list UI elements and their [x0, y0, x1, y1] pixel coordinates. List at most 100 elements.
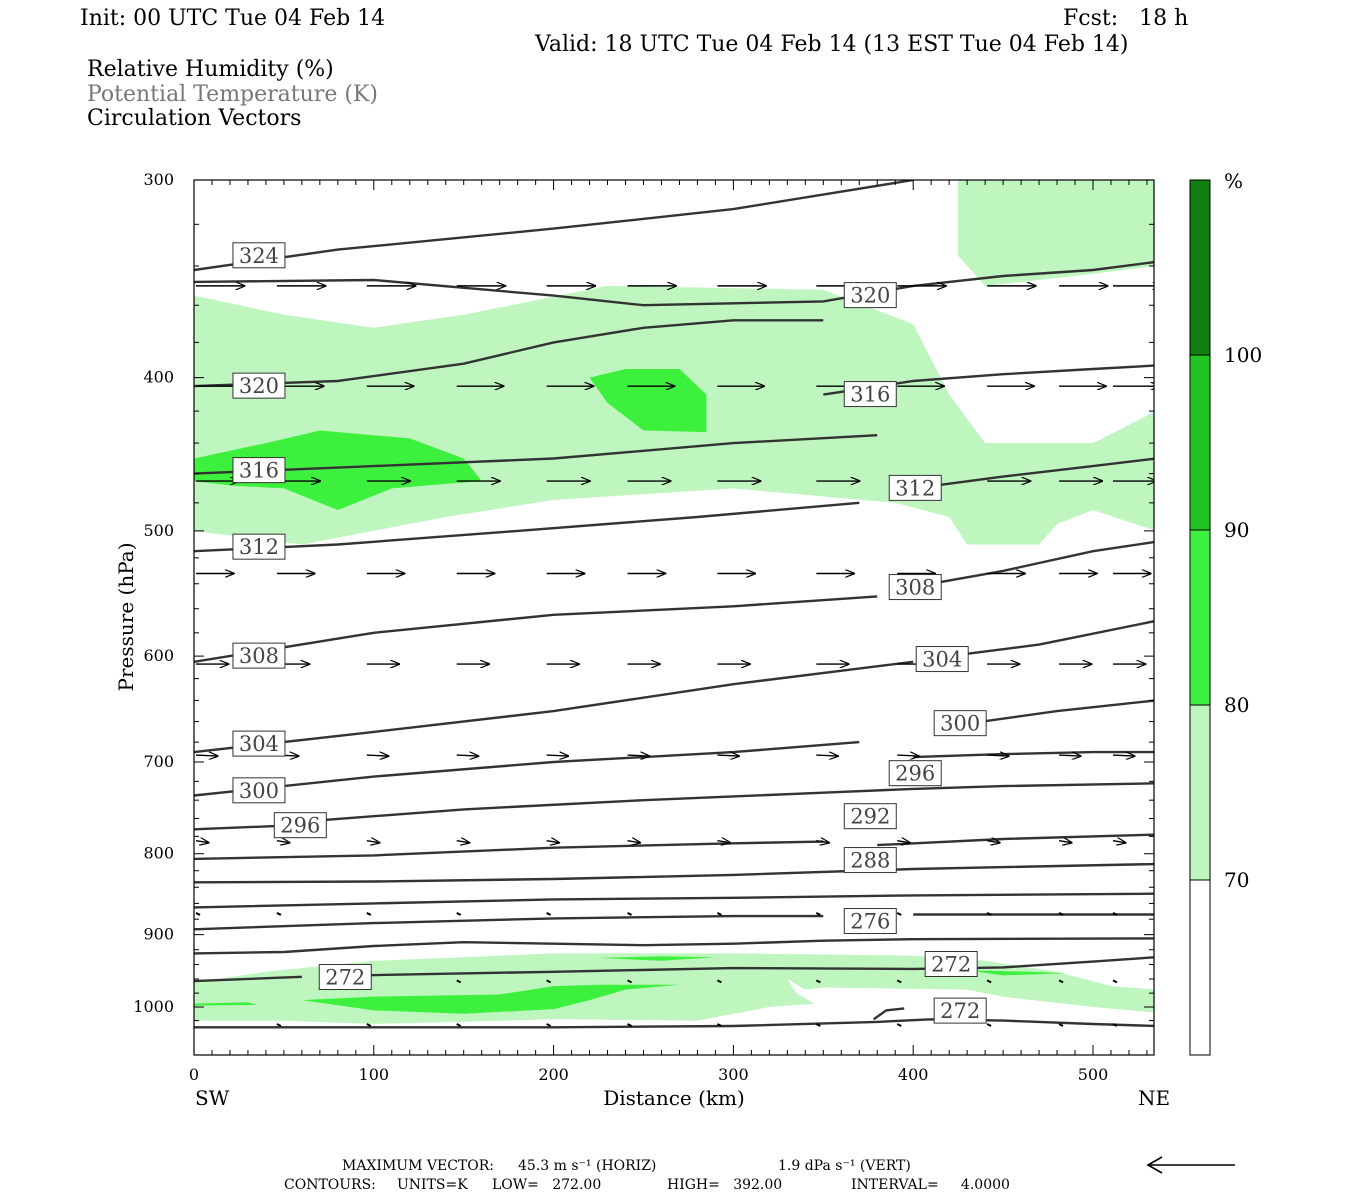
x-tick-label: 500 — [1078, 1065, 1109, 1084]
circulation-vector — [456, 912, 462, 916]
x-tick-label: 400 — [898, 1065, 929, 1084]
circulation-vector — [815, 1023, 821, 1027]
theta-contour-276-22 — [194, 937, 1154, 955]
colorbar-segment — [1189, 529, 1211, 706]
circulation-vector — [1058, 841, 1072, 843]
contours-interval: INTERVAL= 4.0000 — [851, 1177, 1010, 1193]
theta-contour-304-9 — [949, 620, 1154, 658]
contour-label-box: 312 — [888, 474, 942, 501]
forecast-hour: Fcst: 18 h — [1063, 6, 1189, 31]
circulation-vector — [896, 1023, 902, 1027]
theta-contour-284-18 — [194, 862, 1154, 884]
sw-end-label: SW — [195, 1086, 230, 1110]
circulation-vector — [717, 841, 730, 843]
circulation-vector — [986, 912, 992, 916]
contour-label: 296 — [895, 762, 935, 786]
rh-shade-80-90-4 — [589, 369, 707, 433]
y-tick-label: 900 — [143, 925, 174, 944]
theta-contour-272-25 — [194, 1018, 1154, 1029]
theta-contour-304-10 — [194, 660, 914, 754]
circulation-vector — [195, 912, 201, 916]
rh-shade-80-90-7 — [598, 956, 716, 961]
contour-label: 272 — [325, 966, 365, 990]
circulation-vector — [716, 979, 722, 984]
circulation-vector — [627, 755, 650, 756]
circulation-vector — [897, 755, 919, 756]
theta-contour-280-19 — [194, 892, 1154, 909]
contour-label-box: 296 — [888, 760, 942, 787]
theta-contour-312-6 — [194, 501, 860, 553]
circulation-vector — [366, 912, 372, 916]
colorbar-unit: % — [1224, 169, 1243, 193]
contour-label-box: 316 — [232, 457, 286, 484]
circulation-vector — [896, 912, 902, 916]
circulation-vector — [816, 755, 838, 756]
circulation-vector — [627, 979, 632, 984]
colorbar-level-label: 90 — [1224, 518, 1249, 542]
theta-contour-292-15 — [319, 782, 1154, 822]
field-title-rh: Relative Humidity (%) — [87, 57, 334, 82]
contour-label: 316 — [239, 459, 279, 483]
theta-contour-272-26 — [872, 1007, 905, 1021]
contours-low: LOW= 272.00 — [492, 1177, 602, 1193]
contour-label: 308 — [239, 644, 279, 668]
contour-label: 292 — [850, 805, 890, 829]
field-title-theta: Potential Temperature (K) — [87, 82, 378, 107]
contour-label: 276 — [850, 910, 890, 934]
contour-label: 272 — [931, 952, 971, 976]
circulation-vector — [1112, 912, 1118, 916]
y-tick-label: 600 — [143, 646, 174, 665]
contour-label-box: 304 — [915, 646, 969, 673]
max-vector-horiz: 45.3 m s⁻¹ (HORIZ) — [518, 1158, 657, 1174]
contour-label: 316 — [850, 383, 890, 407]
circulation-vector — [1112, 755, 1135, 756]
circulation-vector — [1058, 912, 1064, 916]
contour-label-box: 320 — [232, 372, 286, 399]
theta-contour-324-0 — [194, 180, 914, 272]
circulation-vector — [456, 755, 479, 756]
theta-contour-308-8 — [194, 595, 878, 663]
contour-label-box: 288 — [843, 847, 897, 874]
colorbar-level-label: 100 — [1224, 343, 1262, 367]
circulation-vector — [195, 841, 209, 843]
circulation-vector — [1112, 841, 1126, 843]
theta-contour-296-14 — [194, 824, 284, 831]
y-tick-label: 1000 — [133, 997, 174, 1016]
rh-shade-80-90-8 — [967, 970, 1066, 976]
theta-contour-296-13 — [913, 750, 1154, 759]
contours-high: HIGH= 392.00 — [667, 1177, 783, 1193]
circulation-vector — [276, 841, 290, 843]
circulation-vector — [716, 1023, 722, 1027]
contour-label: 324 — [239, 244, 279, 268]
circulation-vector — [456, 1023, 462, 1027]
theta-contour-288-17 — [877, 833, 1154, 847]
circulation-vector — [815, 912, 821, 916]
contour-label-box: 276 — [843, 908, 897, 935]
rh-shade-80-90-6 — [194, 1002, 257, 1006]
theta-contour-272-23 — [194, 975, 302, 983]
theta-contour-320-2 — [194, 319, 824, 388]
contour-label: 272 — [940, 999, 980, 1023]
y-tick-label: 400 — [143, 368, 174, 387]
circulation-vector — [1058, 1023, 1064, 1027]
circulation-vector — [366, 841, 380, 843]
contour-label: 296 — [280, 814, 320, 838]
field-title-vectors: Circulation Vectors — [87, 106, 302, 131]
contour-label-box: 324 — [232, 242, 286, 269]
contour-label: 320 — [239, 374, 279, 398]
contours-label: CONTOURS: — [284, 1177, 376, 1193]
circulation-vector — [986, 979, 992, 984]
theta-contour-272-24 — [355, 956, 1154, 977]
circulation-vector — [627, 1023, 632, 1027]
circulation-vector — [276, 1023, 282, 1027]
x-tick-label: 200 — [538, 1065, 569, 1084]
circulation-vector — [366, 755, 389, 756]
contour-label: 300 — [940, 712, 980, 736]
contour-label-box: 304 — [232, 730, 286, 757]
circulation-vector — [546, 1023, 552, 1027]
contour-label-box: 300 — [933, 710, 987, 737]
x-axis-title: Distance (km) — [603, 1086, 745, 1110]
rh-shade-80-90-5 — [301, 984, 680, 1014]
y-axis-title: Pressure (hPa) — [114, 543, 138, 692]
